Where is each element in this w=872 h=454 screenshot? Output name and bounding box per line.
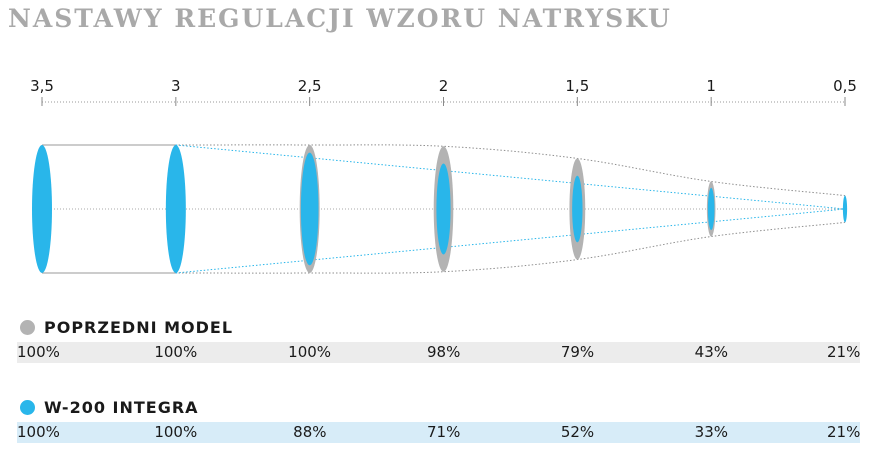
x-tick-label: 1 xyxy=(706,77,716,95)
x-tick-label: 0,5 xyxy=(833,77,857,95)
blue-cone-line xyxy=(175,144,846,210)
x-tick-label: 3 xyxy=(171,77,181,95)
legend-blue: W-200 INTEGRA xyxy=(20,398,199,417)
legend-gray: POPRZEDNI MODEL xyxy=(20,318,233,337)
legend-blue-marker xyxy=(20,400,35,415)
blue-pattern-ellipse xyxy=(436,163,451,255)
legend-gray-marker xyxy=(20,320,35,335)
blue-pattern-ellipse xyxy=(572,175,583,243)
x-tick-label: 2,5 xyxy=(298,77,322,95)
value-label: 100% xyxy=(17,423,60,441)
value-label: 88% xyxy=(293,423,327,441)
spray-diagram xyxy=(32,144,848,274)
value-label: 21% xyxy=(827,423,861,441)
gray-series-row: 100% 100% 100% 98% 79% 43% 21% xyxy=(17,342,860,363)
x-tick-label: 1,5 xyxy=(565,77,589,95)
blue-pattern-ellipse xyxy=(32,145,52,273)
value-label: 100% xyxy=(154,423,198,441)
blue-cone-line xyxy=(175,208,846,274)
value-label: 71% xyxy=(427,423,461,441)
value-label: 100% xyxy=(17,343,60,361)
blue-series-row: 100% 100% 88% 71% 52% 33% 21% xyxy=(17,422,860,443)
value-label: 52% xyxy=(560,423,595,441)
value-label: 79% xyxy=(560,343,595,361)
value-label: 100% xyxy=(288,343,332,361)
blue-pattern-ellipse xyxy=(300,152,319,266)
value-label: 100% xyxy=(154,343,198,361)
legend-blue-label: W-200 INTEGRA xyxy=(44,398,199,417)
value-label: 33% xyxy=(694,423,728,441)
x-tick-label: 3,5 xyxy=(30,77,54,95)
blue-pattern-ellipse xyxy=(707,187,715,231)
value-label: 43% xyxy=(694,343,728,361)
legend-gray-label: POPRZEDNI MODEL xyxy=(44,318,234,337)
blue-pattern-ellipse xyxy=(165,145,186,273)
blue-pattern-ellipse xyxy=(842,195,848,223)
x-tick-label: 2 xyxy=(439,77,449,95)
chart-title: NASTAWY REGULACJI WZORU NATRYSKU xyxy=(8,4,672,33)
value-label: 21% xyxy=(827,343,861,361)
value-label: 98% xyxy=(427,343,461,361)
x-axis: 3,5 3 2,5 2 1,5 1 0,5 xyxy=(30,77,857,106)
